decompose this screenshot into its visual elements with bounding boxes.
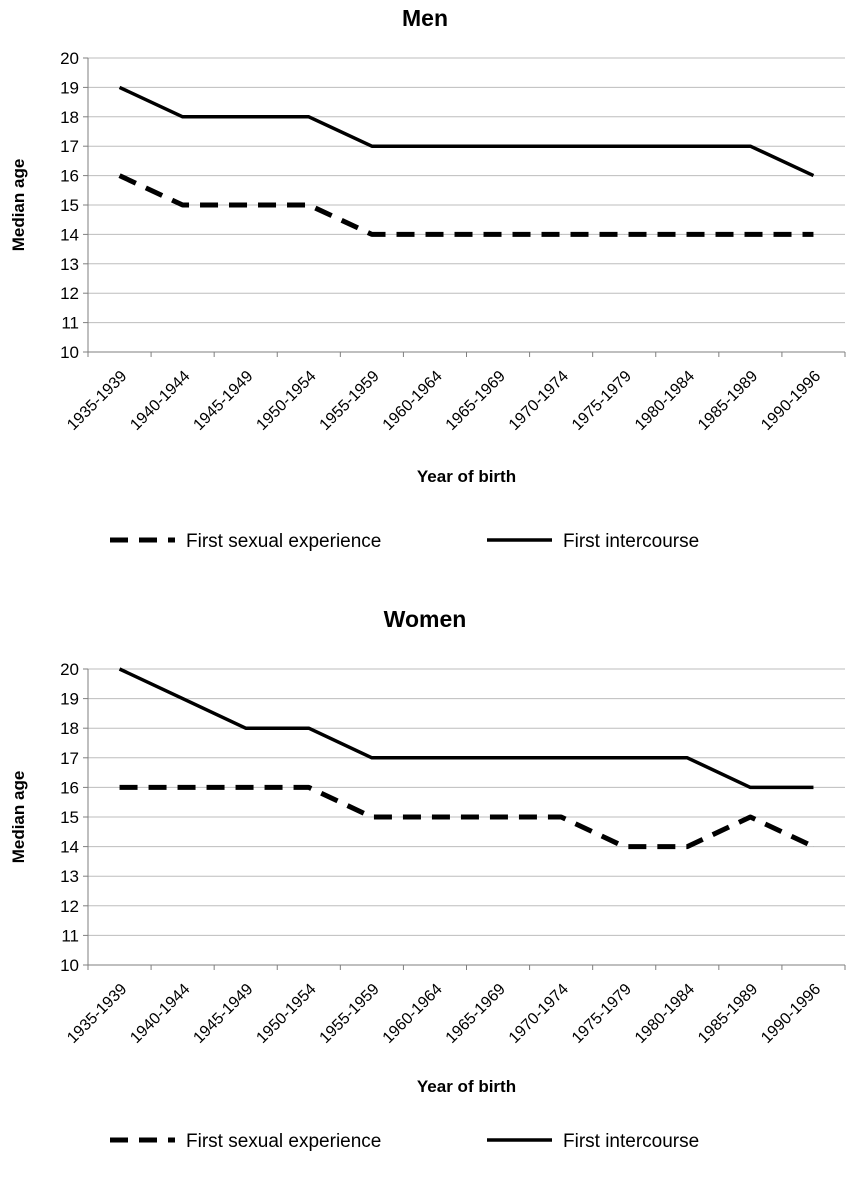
y-tick-label: 14: [60, 225, 79, 244]
x-tick-label: 1950-1954: [253, 981, 319, 1047]
chart-men: Men 10 11 12 13 14 15 16 17 18 19 20 1935-19391940-1…: [9, 5, 846, 552]
x-tick-label: 1970-1974: [506, 368, 572, 434]
x-tick-label: 1965-1969: [443, 981, 509, 1047]
x-tick-label: 1935-1939: [64, 368, 130, 434]
x-tick-label: 1975-1979: [569, 368, 635, 434]
x-tick-label: 1980-1984: [632, 981, 698, 1047]
y-tick-label: 12: [60, 897, 79, 916]
y-tick-label: 15: [60, 196, 79, 215]
x-tick-label: 1945-1949: [190, 981, 256, 1047]
series-line-first-intercourse: [118, 85, 815, 178]
x-tick-label: 1960-1964: [380, 981, 446, 1047]
legend-label: First intercourse: [563, 531, 699, 552]
x-tick-label: 1985-1989: [695, 981, 761, 1047]
x-tick-label: 1950-1954: [253, 368, 319, 434]
x-axis-title: Year of birth: [417, 1077, 516, 1096]
y-tick-label: 17: [60, 137, 79, 156]
x-tick-label: 1985-1989: [695, 368, 761, 434]
y-tick-label: 15: [60, 808, 79, 827]
y-tick-label: 20: [60, 49, 79, 68]
y-tick-label: 19: [60, 78, 79, 97]
x-tick-label: 1970-1974: [506, 981, 572, 1047]
chart-women: Women 10 11 12 13 14 15 16 17 18 19 20 1935-19391940…: [9, 606, 846, 1152]
y-axis-title: Median age: [9, 159, 28, 252]
y-tick-label: 18: [60, 719, 79, 738]
legend-label: First sexual experience: [186, 1131, 381, 1152]
y-tick-label: 12: [60, 284, 79, 303]
chart-title: Women: [384, 606, 467, 632]
series-line-first-intercourse: [118, 667, 814, 790]
x-tick-label: 1990-1996: [758, 981, 824, 1047]
y-tick-label: 19: [60, 690, 79, 709]
x-tick-label: 1975-1979: [569, 981, 635, 1047]
y-tick-label: 11: [61, 926, 79, 945]
y-tick-label: 17: [60, 749, 79, 768]
x-tick-label: 1940-1944: [127, 981, 193, 1047]
y-tick-label: 14: [60, 838, 79, 857]
y-tick-label: 16: [60, 778, 79, 797]
series-line-first-sexual-experience: [119, 784, 815, 850]
y-tick-label: 20: [60, 660, 79, 679]
x-tick-label: 1955-1959: [317, 981, 383, 1047]
series-line-first-sexual-experience: [118, 173, 814, 237]
x-tick-label: 1945-1949: [190, 368, 256, 434]
y-tick-label: 16: [60, 167, 79, 186]
y-axis-title: Median age: [9, 771, 28, 864]
y-tick-label: 10: [60, 956, 79, 975]
x-tick-label: 1965-1969: [443, 368, 509, 434]
y-tick-label: 11: [61, 314, 79, 333]
y-tick-label: 18: [60, 108, 79, 127]
chart-title: Men: [402, 5, 448, 31]
x-tick-label: 1990-1996: [758, 368, 824, 434]
x-axis-title: Year of birth: [417, 467, 516, 486]
x-tick-label: 1940-1944: [127, 368, 193, 434]
x-tick-label: 1935-1939: [64, 981, 130, 1047]
legend-label: First intercourse: [563, 1131, 699, 1152]
x-tick-label: 1955-1959: [317, 368, 383, 434]
y-tick-label: 13: [60, 867, 79, 886]
y-tick-label: 13: [60, 255, 79, 274]
legend-label: First sexual experience: [186, 531, 381, 552]
x-tick-label: 1960-1964: [380, 368, 446, 434]
x-tick-label: 1980-1984: [632, 368, 698, 434]
y-tick-label: 10: [60, 343, 79, 362]
